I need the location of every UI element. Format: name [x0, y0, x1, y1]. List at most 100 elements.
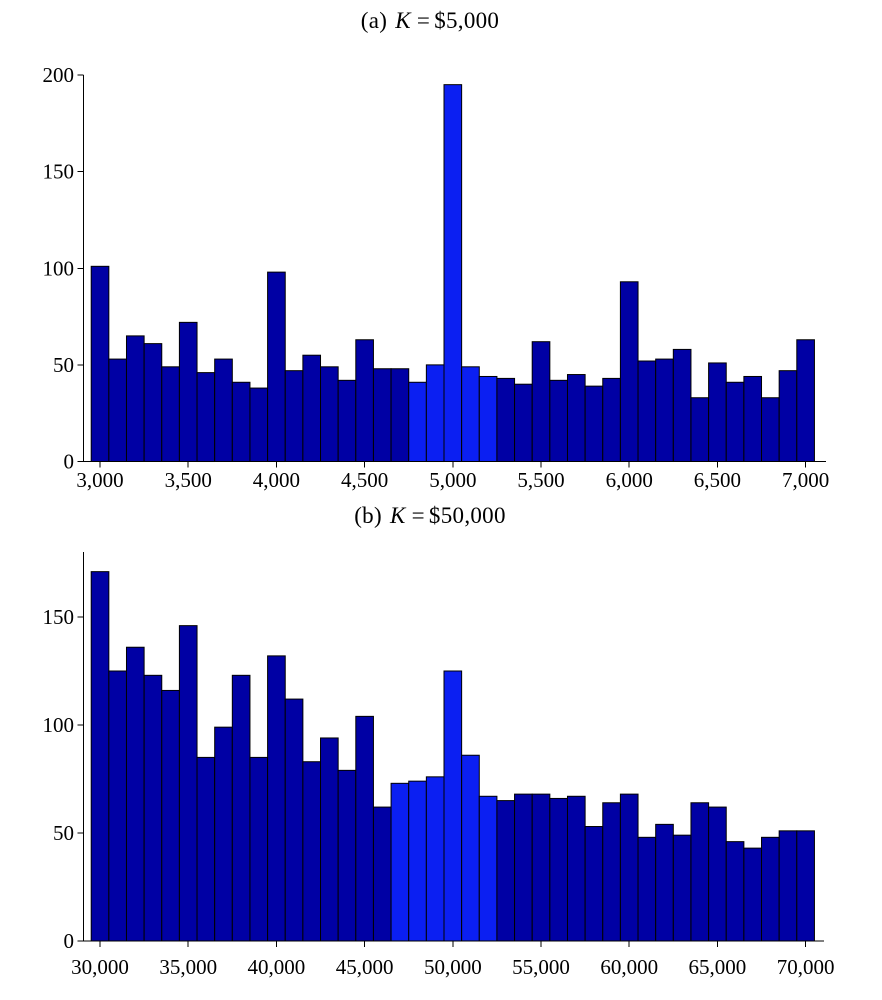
histogram-bar	[231, 674, 251, 942]
chart-a-strike-value: $5,000	[434, 8, 500, 33]
histogram-bar	[514, 793, 533, 942]
histogram-bar	[161, 689, 180, 942]
histogram-bar	[761, 397, 780, 463]
histogram-bar	[549, 379, 568, 462]
histogram-bar	[672, 834, 692, 942]
histogram-bar	[320, 737, 339, 942]
histogram-bar-highlighted	[425, 364, 445, 463]
histogram-bar	[743, 375, 763, 462]
histogram-bar	[249, 387, 269, 462]
histogram-bar-highlighted	[443, 670, 463, 942]
y-tick-label: 50	[53, 821, 74, 845]
chart-b-equals: =	[411, 503, 425, 528]
histogram-bar	[196, 756, 216, 942]
histogram-bar-highlighted	[443, 84, 463, 462]
chart-b-plot: 0 50 100 150 30,000 35,000 40,000 45,000 50,000 5…	[43, 552, 835, 979]
chart-a-plot: 0 50 100 150 200 3,000 3,500 4,000 4,500 5,000 5,5…	[43, 63, 830, 492]
histogram-bar	[531, 341, 551, 463]
y-tick-label: 150	[43, 605, 75, 629]
histogram-bar	[690, 397, 710, 463]
histogram-bar-highlighted	[408, 780, 427, 942]
histogram-bar	[619, 281, 639, 462]
histogram-bar	[302, 354, 322, 462]
histogram-bar	[655, 823, 674, 942]
histogram-bar	[496, 377, 516, 462]
x-tick-label: 3,000	[76, 468, 123, 492]
y-tick-label: 0	[64, 929, 75, 953]
histogram-bar	[178, 321, 198, 462]
x-tick-label: 35,000	[159, 955, 217, 979]
histogram-bar	[249, 756, 269, 942]
x-tick-label: 5,000	[429, 468, 476, 492]
x-tick-label: 60,000	[600, 955, 658, 979]
histogram-bar	[778, 830, 798, 942]
histogram-bar	[178, 625, 198, 942]
histogram-bar	[743, 847, 763, 942]
histogram-bar	[90, 571, 110, 942]
x-tick-label: 50,000	[424, 955, 482, 979]
chart-b-caption-label: (b)	[354, 503, 382, 528]
histogram-bar	[372, 806, 392, 942]
histogram-bar	[108, 670, 127, 942]
histogram-bar	[637, 360, 657, 463]
histogram-bar	[143, 343, 163, 462]
histogram-bar	[708, 806, 727, 942]
histogram-bar	[602, 377, 621, 462]
histogram-bar	[108, 358, 127, 462]
x-tick-label: 45,000	[336, 955, 394, 979]
histogram-bar	[320, 366, 339, 462]
histogram-bar	[337, 769, 357, 942]
histogram-bar	[584, 826, 604, 942]
x-tick-label: 4,500	[341, 468, 388, 492]
y-tick-label: 100	[43, 256, 75, 280]
histogram-bar-highlighted	[461, 366, 480, 462]
histogram-bar	[637, 836, 657, 942]
y-tick-label: 200	[43, 63, 75, 87]
chart-a-caption-label: (a)	[360, 8, 388, 33]
histogram-bar	[267, 655, 286, 942]
histogram-bar	[90, 265, 110, 462]
y-tick-label: 50	[53, 353, 74, 377]
histogram-bar-highlighted	[425, 776, 445, 942]
x-tick-label: 70,000	[777, 955, 835, 979]
chart-a-title: (a) K = $5,000	[0, 8, 860, 34]
histogram-bar	[125, 335, 145, 463]
histogram-bar	[302, 761, 322, 942]
histogram-bar	[549, 797, 568, 942]
histogram-bar	[267, 271, 286, 463]
histogram-bar-highlighted	[390, 782, 410, 942]
histogram-bar-highlighted	[478, 795, 498, 942]
chart-b-variable: K	[389, 503, 406, 528]
histogram-bar	[214, 358, 233, 462]
histogram-bar	[372, 368, 392, 462]
histogram-bar	[690, 802, 710, 942]
histogram-bar	[337, 379, 357, 462]
histogram-bar	[602, 802, 621, 942]
histogram-bar	[619, 793, 639, 942]
histogram-bar	[566, 374, 586, 463]
histogram-bar	[672, 348, 692, 462]
histogram-bar	[143, 674, 163, 942]
x-tick-label: 3,500	[165, 468, 212, 492]
histogram-bar	[496, 800, 516, 942]
x-tick-label: 30,000	[71, 955, 129, 979]
x-tick-label: 4,000	[253, 468, 300, 492]
histogram-bar	[761, 836, 780, 942]
histogram-bar-highlighted	[478, 375, 498, 462]
chart-a-variable: K	[395, 8, 411, 33]
histogram-bar	[778, 370, 798, 463]
chart-a-equals: =	[416, 8, 431, 33]
histogram-bar-highlighted	[408, 381, 427, 462]
y-tick-label: 100	[43, 713, 75, 737]
y-tick-label: 0	[64, 450, 75, 474]
x-tick-label: 6,000	[606, 468, 653, 492]
histogram-bar	[566, 795, 586, 942]
histogram-bar	[708, 362, 727, 462]
histogram-bar	[231, 381, 251, 462]
y-tick-label: 150	[43, 160, 75, 184]
histogram-bar	[161, 366, 180, 462]
histogram-bar	[390, 368, 410, 462]
histogram-bar	[355, 339, 374, 462]
histogram-bar	[796, 830, 815, 942]
chart-b-strike-value: $50,000	[428, 503, 506, 528]
